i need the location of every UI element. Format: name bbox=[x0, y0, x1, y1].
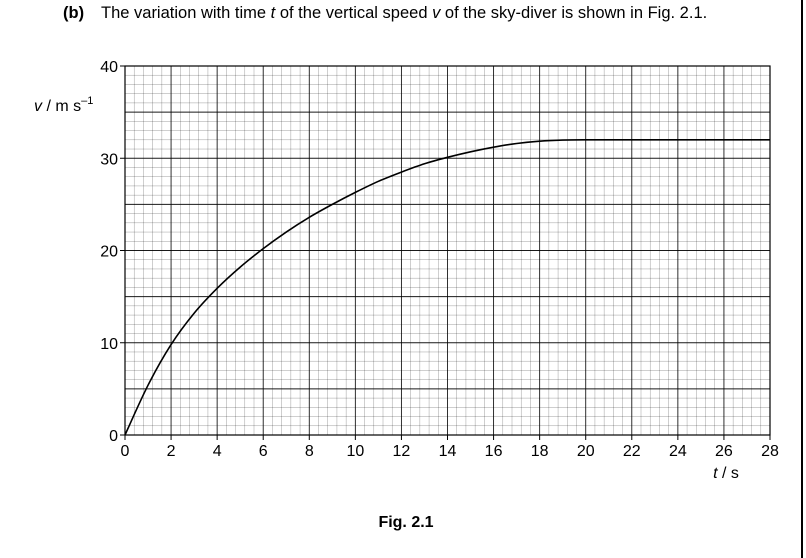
x-tick-label: 10 bbox=[346, 443, 364, 460]
question-t-symbol: t bbox=[270, 4, 276, 22]
y-axis-unit: / m s bbox=[42, 98, 81, 115]
question-text-start: The variation with time bbox=[101, 4, 271, 22]
y-axis-unit-exponent: –1 bbox=[81, 95, 93, 107]
x-tick-label: 26 bbox=[715, 443, 733, 460]
x-axis-label: t / s bbox=[713, 465, 739, 482]
question-part-label: (b) bbox=[63, 4, 85, 22]
x-tick-label: 14 bbox=[439, 443, 457, 460]
x-tick-label: 28 bbox=[761, 443, 779, 460]
x-axis-symbol: t bbox=[713, 465, 718, 482]
y-tick-label: 30 bbox=[100, 151, 118, 168]
data-series bbox=[124, 138, 770, 436]
x-tick-label: 20 bbox=[577, 443, 595, 460]
speed-curve bbox=[124, 138, 770, 436]
x-tick-label: 4 bbox=[213, 443, 222, 460]
y-axis-symbol: v bbox=[34, 98, 43, 115]
axis-labels: v / m s–1 t / s bbox=[34, 95, 739, 482]
x-tick-label: 12 bbox=[393, 443, 411, 460]
y-tick-label: 10 bbox=[100, 336, 118, 353]
question-text-end: of the sky-diver is shown in Fig. 2.1. bbox=[440, 4, 708, 22]
y-tick-label: 20 bbox=[100, 244, 118, 261]
x-axis-unit: / s bbox=[718, 465, 739, 482]
question-text: (b) The variation with time t of the vert… bbox=[63, 4, 707, 23]
y-tick-label: 40 bbox=[100, 59, 118, 76]
question-v-symbol: v bbox=[432, 4, 441, 22]
grid bbox=[124, 65, 771, 436]
x-tick-label: 8 bbox=[305, 443, 314, 460]
page-edge-line bbox=[801, 0, 803, 558]
figure-caption: Fig. 2.1 bbox=[0, 514, 806, 532]
x-tick-label: 0 bbox=[121, 443, 130, 460]
x-tick-label: 22 bbox=[623, 443, 641, 460]
question-text-middle: of the vertical speed bbox=[275, 4, 433, 22]
x-tick-label: 6 bbox=[259, 443, 268, 460]
x-tick-label: 24 bbox=[669, 443, 687, 460]
x-tick-label: 18 bbox=[531, 443, 549, 460]
x-tick-label: 2 bbox=[167, 443, 176, 460]
x-tick-label: 16 bbox=[485, 443, 503, 460]
figure-caption-text: Fig. 2.1 bbox=[378, 514, 434, 531]
y-tick-label: 0 bbox=[109, 428, 118, 445]
y-axis-label: v / m s–1 bbox=[34, 95, 93, 115]
